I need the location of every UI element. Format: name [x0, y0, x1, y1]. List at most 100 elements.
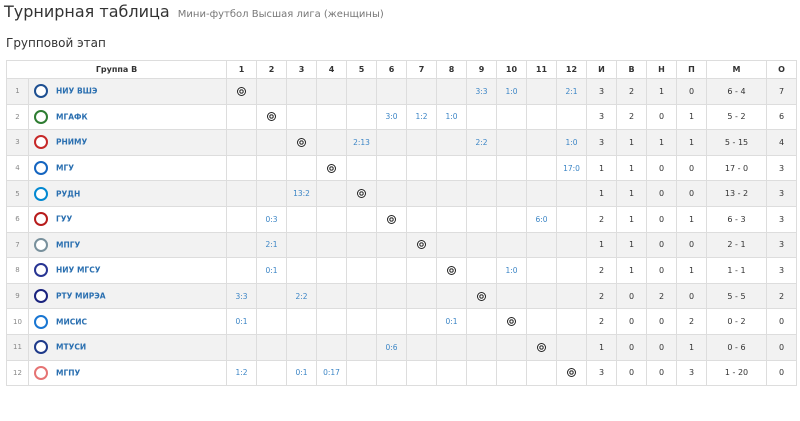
team-cell: НИУ МГСУ — [28, 257, 227, 284]
result-cell — [556, 180, 587, 207]
result-cell — [256, 78, 287, 105]
match-result[interactable]: 2:13 — [353, 137, 370, 147]
column-header: 12 — [556, 60, 587, 79]
stat-cell: 1 — [616, 180, 647, 207]
result-cell — [226, 231, 257, 259]
result-cell — [556, 103, 587, 131]
match-result[interactable]: 13:2 — [293, 189, 310, 199]
result-cell — [346, 154, 377, 182]
match-result[interactable]: 0:17 — [323, 368, 340, 378]
result-cell — [436, 78, 467, 105]
stat-cell: 1 — [616, 257, 647, 284]
match-result[interactable]: 2:2 — [295, 291, 308, 301]
match-result[interactable]: 17:0 — [563, 163, 580, 173]
rank: 10 — [6, 308, 29, 335]
column-header: 10 — [496, 60, 527, 79]
column-header: О — [766, 60, 797, 79]
stat-cell: 3 — [586, 103, 617, 131]
result-cell — [436, 231, 467, 259]
result-cell — [226, 333, 257, 361]
match-result[interactable]: 1:0 — [505, 265, 518, 275]
result-cell — [316, 282, 347, 310]
match-result[interactable]: 0:1 — [235, 317, 248, 327]
match-result[interactable]: 3:3 — [235, 291, 248, 301]
match-result[interactable]: 3:3 — [475, 86, 488, 96]
stat-cell: 0 — [646, 359, 677, 387]
result-cell — [526, 282, 557, 310]
team-row: 12 МГПУ 1:2 0:1 0:17 3 0 0 3 1 - 20 0 — [6, 359, 797, 387]
stat-cell: 0 — [616, 333, 647, 361]
result-cell — [316, 103, 347, 131]
match-result[interactable]: 0:3 — [265, 214, 278, 224]
result-cell: 17:0 — [556, 154, 587, 182]
match-result[interactable]: 1:0 — [445, 112, 458, 122]
column-header: 11 — [526, 60, 557, 79]
match-result[interactable]: 3:0 — [385, 112, 398, 122]
result-cell: 13:2 — [286, 180, 317, 207]
team-name[interactable]: РНИМУ — [56, 137, 88, 147]
result-cell — [346, 231, 377, 259]
stat-cell: 1 — [676, 333, 707, 361]
result-cell — [496, 103, 527, 131]
result-cell: 0:17 — [316, 359, 347, 387]
stat-cell: 0 — [616, 359, 647, 387]
team-name[interactable]: НИУ ВШЭ — [56, 86, 98, 96]
match-result[interactable]: 6:0 — [535, 214, 548, 224]
team-name[interactable]: ГУУ — [56, 214, 73, 224]
team-name[interactable]: РТУ МИРЭА — [56, 291, 106, 301]
rank: 11 — [6, 333, 29, 361]
result-cell: 3:0 — [376, 103, 407, 131]
result-cell — [526, 154, 557, 182]
result-cell — [496, 129, 527, 156]
stat-cell: 3 — [766, 180, 797, 207]
team-name[interactable]: МГУ — [56, 163, 75, 173]
team-name[interactable]: МИСИС — [56, 317, 88, 327]
stat-cell: 4 — [766, 129, 797, 156]
match-result[interactable]: 1:2 — [415, 112, 428, 122]
result-cell: 1:0 — [556, 129, 587, 156]
team-logo — [34, 161, 48, 176]
match-result[interactable]: 1:0 — [505, 86, 518, 96]
team-name[interactable]: РУДН — [56, 189, 81, 199]
match-result[interactable]: 2:1 — [565, 86, 578, 96]
team-name[interactable]: МТУСИ — [56, 342, 87, 352]
match-result[interactable]: 1:0 — [565, 137, 578, 147]
result-cell — [406, 282, 437, 310]
result-cell — [226, 205, 257, 233]
team-name[interactable]: НИУ МГСУ — [56, 265, 101, 275]
team-logo — [34, 365, 48, 380]
result-cell — [526, 333, 557, 361]
result-cell — [406, 205, 437, 233]
result-cell — [436, 154, 467, 182]
column-header: 7 — [406, 60, 437, 79]
result-cell — [466, 359, 497, 387]
rank: 9 — [6, 282, 29, 310]
result-cell — [436, 282, 467, 310]
match-result[interactable]: 1:2 — [235, 368, 248, 378]
stat-cell: 1 — [646, 78, 677, 105]
team-name[interactable]: МГПУ — [56, 368, 81, 378]
stat-cell: 6 - 3 — [706, 205, 767, 233]
result-cell — [316, 78, 347, 105]
stat-cell: 1 — [676, 129, 707, 156]
match-result[interactable]: 0:1 — [295, 368, 308, 378]
result-cell — [256, 359, 287, 387]
result-cell — [526, 308, 557, 335]
column-header: 4 — [316, 60, 347, 79]
result-cell — [526, 231, 557, 259]
result-cell — [436, 359, 467, 387]
stat-cell: 0 — [646, 154, 677, 182]
match-result[interactable]: 2:2 — [475, 137, 488, 147]
match-result[interactable]: 0:6 — [385, 342, 398, 352]
team-name[interactable]: МПГУ — [56, 240, 81, 250]
team-name[interactable]: МГАФК — [56, 112, 88, 122]
result-cell — [316, 308, 347, 335]
match-result[interactable]: 0:1 — [265, 265, 278, 275]
match-result[interactable]: 2:1 — [265, 240, 278, 250]
match-result[interactable]: 0:1 — [445, 317, 458, 327]
stat-cell: 3 — [586, 129, 617, 156]
